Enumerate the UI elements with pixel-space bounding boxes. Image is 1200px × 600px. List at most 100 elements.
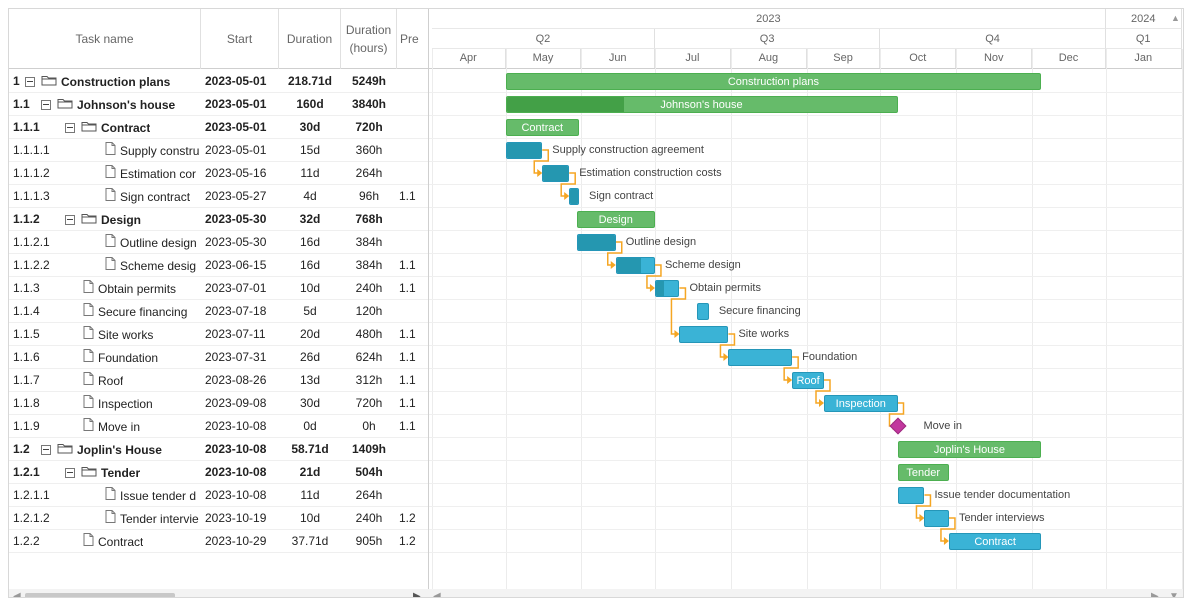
task-bar[interactable]: Contract [948, 533, 1042, 550]
task-name-text: Sign contract [120, 189, 191, 204]
summary-bar[interactable]: Design [576, 211, 655, 228]
task-bar[interactable] [505, 142, 543, 159]
table-row[interactable]: 1.2.1.2 Tender intervie 2023-10-19 10d 240h 1… [9, 507, 428, 530]
folder-icon [57, 439, 73, 461]
task-name-cell[interactable]: Foundation [83, 346, 201, 369]
table-row[interactable]: 1.1.2 Design 2023-05-30 32d 768h [9, 208, 428, 231]
duration-cell: 30d [299, 120, 321, 134]
collapse-icon[interactable] [41, 444, 51, 455]
task-name-text: Johnson's house [77, 97, 176, 112]
task-name-cell[interactable]: Secure financing [83, 300, 201, 323]
scroll-right-icon[interactable]: ▶ [413, 591, 421, 598]
collapse-icon[interactable] [65, 467, 75, 478]
task-name-cell[interactable]: Sign contract [105, 185, 201, 208]
task-name-text: Contract [101, 120, 151, 135]
table-row[interactable]: 1.1.4 Secure financing 2023-07-18 5d 120h [9, 300, 428, 323]
collapse-icon[interactable] [65, 214, 75, 225]
table-row[interactable]: 1.1.9 Move in 2023-10-08 0d 0h 1.1 [9, 415, 428, 438]
summary-bar[interactable]: Contract [505, 119, 579, 136]
table-row[interactable]: 1.1.5 Site works 2023-07-11 20d 480h 1.1 [9, 323, 428, 346]
task-name-cell[interactable]: Site works [83, 323, 201, 346]
timeline-year: 2024 [1105, 9, 1182, 29]
task-name-cell[interactable]: Issue tender d [105, 484, 201, 507]
task-bar[interactable] [679, 326, 729, 343]
col-start[interactable]: Start [201, 9, 279, 69]
table-row[interactable]: 1.2.1 Tender 2023-10-08 21d 504h [9, 461, 428, 484]
task-name-cell[interactable]: Inspection [83, 392, 201, 415]
table-row[interactable]: 1.1.3 Obtain permits 2023-07-01 10d 240h 1.1 [9, 277, 428, 300]
col-duration[interactable]: Duration [279, 9, 341, 69]
task-bar[interactable] [696, 303, 709, 320]
task-name-cell[interactable]: Contract [83, 530, 201, 553]
table-row[interactable]: 1.1.1 Contract 2023-05-01 30d 720h [9, 116, 428, 139]
task-bar[interactable] [542, 165, 570, 182]
wbs-cell: 1.1.1.3 [13, 189, 50, 203]
task-bar[interactable]: Inspection [824, 395, 898, 412]
task-name-cell[interactable]: Tender intervie [105, 507, 201, 530]
collapse-icon[interactable] [25, 76, 35, 87]
summary-bar[interactable]: Joplin's House [897, 441, 1042, 458]
start-cell: 2023-10-08 [205, 465, 267, 479]
start-cell: 2023-05-30 [205, 212, 267, 226]
grid-scrollbar[interactable]: ◀ ▶ [9, 589, 429, 598]
timeline-row [429, 116, 1183, 139]
table-row[interactable]: 1.1.1.1 Supply constru 2023-05-01 15d 360h [9, 139, 428, 162]
summary-bar[interactable]: Johnson's house [505, 96, 898, 113]
table-row[interactable]: 1.2 Joplin's House 2023-10-08 58.71d 1409h [9, 438, 428, 461]
task-name-cell[interactable]: Contract [65, 116, 201, 139]
task-bar[interactable] [576, 234, 616, 251]
table-row[interactable]: 1 Construction plans 2023-05-01 218.71d 5249… [9, 70, 428, 93]
summary-bar[interactable]: Tender [897, 464, 949, 481]
timeline-scroll-down-icon[interactable]: ▼ [1169, 591, 1179, 598]
task-name-cell[interactable]: Construction plans [25, 70, 201, 93]
timeline-month: Apr [432, 49, 506, 68]
table-row[interactable]: 1.1.6 Foundation 2023-07-31 26d 624h 1.1 [9, 346, 428, 369]
duration-cell: 30d [299, 396, 321, 410]
table-row[interactable]: 1.1.2.2 Scheme desig 2023-06-15 16d 384h 1.1 [9, 254, 428, 277]
table-row[interactable]: 1.1.2.1 Outline design 2023-05-30 16d 384h [9, 231, 428, 254]
collapse-icon[interactable] [65, 122, 75, 133]
summary-bar[interactable]: Construction plans [505, 73, 1042, 90]
task-name-cell[interactable]: Obtain permits [83, 277, 201, 300]
scroll-left-icon[interactable]: ◀ [13, 591, 21, 598]
start-cell: 2023-05-01 [205, 143, 267, 157]
task-bar[interactable] [728, 349, 793, 366]
timeline-scroll-right-icon[interactable]: ▶ [1151, 591, 1159, 598]
scroll-up-icon[interactable]: ▲ [1171, 13, 1180, 23]
table-row[interactable]: 1.1 Johnson's house 2023-05-01 160d 3840h [9, 93, 428, 116]
table-row[interactable]: 1.2.2 Contract 2023-10-29 37.71d 905h 1.2 [9, 530, 428, 553]
duration-cell: 26d [299, 350, 321, 364]
table-row[interactable]: 1.1.1.2 Estimation cor 2023-05-16 11d 264h [9, 162, 428, 185]
task-name-cell[interactable]: Joplin's House [41, 438, 201, 461]
start-cell: 2023-07-18 [205, 304, 267, 318]
timeline-scroll-left-icon[interactable]: ◀ [433, 591, 441, 598]
task-name-cell[interactable]: Roof [83, 369, 201, 392]
timeline-scrollbar[interactable]: ◀ ▶ ▼ [429, 589, 1183, 598]
task-name-cell[interactable]: Johnson's house [41, 93, 201, 116]
task-name-cell[interactable]: Design [65, 208, 201, 231]
wbs-cell: 1.1.4 [13, 304, 40, 318]
task-name-cell[interactable]: Outline design [105, 231, 201, 254]
col-duration-hours[interactable]: Duration (hours) [341, 9, 397, 69]
col-predecessors[interactable]: Pre [400, 32, 419, 46]
task-name-cell[interactable]: Estimation cor [105, 162, 201, 185]
table-row[interactable]: 1.1.1.3 Sign contract 2023-05-27 4d 96h 1.1 [9, 185, 428, 208]
task-name-cell[interactable]: Tender [65, 461, 201, 484]
task-bar[interactable] [897, 487, 925, 504]
col-task-name[interactable]: Task name [9, 9, 201, 69]
task-bar[interactable] [615, 257, 655, 274]
task-name-cell[interactable]: Move in [83, 415, 201, 438]
table-row[interactable]: 1.1.8 Inspection 2023-09-08 30d 720h 1.1 [9, 392, 428, 415]
table-row[interactable]: 1.2.1.1 Issue tender d 2023-10-08 11d 264h [9, 484, 428, 507]
task-name-cell[interactable]: Supply constru [105, 139, 201, 162]
duration-hours-cell: 120h [355, 304, 383, 318]
task-bar[interactable] [569, 188, 579, 205]
task-bar[interactable] [654, 280, 680, 297]
task-bar[interactable]: Roof [792, 372, 824, 389]
predecessor-cell [399, 461, 428, 484]
table-row[interactable]: 1.1.7 Roof 2023-08-26 13d 312h 1.1 [9, 369, 428, 392]
collapse-icon[interactable] [41, 99, 51, 110]
task-bar[interactable] [924, 510, 949, 527]
task-name-cell[interactable]: Scheme desig [105, 254, 201, 277]
grid-scrollbar-thumb[interactable] [25, 593, 175, 597]
